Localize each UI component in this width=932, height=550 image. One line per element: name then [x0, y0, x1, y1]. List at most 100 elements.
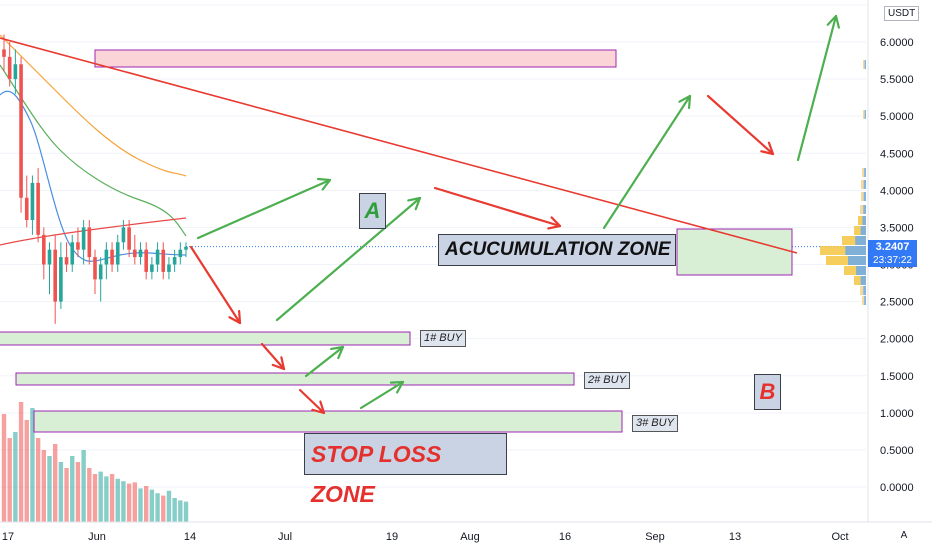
arrow-green-head: [330, 345, 345, 360]
candle-body: [121, 227, 126, 243]
y-tick-label: 0.0000: [880, 482, 914, 494]
volume-bar: [149, 489, 155, 522]
profile-bar: [858, 216, 866, 225]
profile-bar: [862, 296, 866, 305]
arrow-green: [602, 94, 692, 230]
volume-bar: [172, 498, 177, 522]
volume-profile: [820, 60, 866, 305]
x-tick-label: 19: [386, 531, 398, 543]
arrow-green-head: [316, 177, 332, 191]
profile-bar: [861, 180, 866, 189]
buy-3-label: 3# BUY: [632, 415, 678, 432]
candle-body: [81, 227, 86, 250]
current-price-tag: 3.2407: [868, 240, 917, 254]
candle-body: [161, 249, 166, 272]
volume-bar: [104, 476, 109, 522]
candle-body: [178, 249, 183, 258]
volume-bar: [115, 478, 120, 522]
profile-bar-inner: [864, 60, 866, 69]
candle-body: [133, 249, 137, 258]
y-tick-label: 5.5000: [880, 74, 914, 86]
candle-body: [167, 264, 171, 272]
volume-bar: [41, 450, 47, 522]
y-tick-label: 0.5000: [880, 445, 914, 457]
price-axis: 6.00005.50005.00004.50004.00003.50003.00…: [867, 0, 914, 522]
volume-bar: [109, 474, 115, 522]
profile-bar-inner: [848, 256, 866, 265]
candle-body: [47, 249, 52, 265]
candle-body: [19, 64, 23, 198]
volume-bar: [81, 450, 86, 522]
arrow-green: [796, 14, 838, 162]
volume-bar: [166, 490, 172, 522]
ma-green: [0, 64, 187, 237]
y-tick-label: 3.5000: [880, 222, 914, 234]
profile-bar-inner: [860, 276, 866, 285]
candle-body: [155, 249, 160, 265]
volume-bar: [47, 456, 52, 522]
profile-bar: [863, 60, 866, 69]
volume-bar: [70, 456, 75, 522]
candle-body: [93, 257, 97, 280]
arrow-red-head: [760, 141, 775, 156]
volume-bar: [24, 420, 29, 522]
candle-body: [53, 249, 57, 302]
y-tick-label: 4.5000: [880, 148, 914, 160]
candle-body: [87, 227, 92, 258]
buy-2-label: 2# BUY: [584, 372, 630, 389]
candles: [2, 34, 188, 324]
arrow-red: [706, 94, 775, 156]
volume-bar: [1, 414, 7, 522]
arrow-green: [275, 196, 422, 322]
profile-bar-inner: [860, 226, 866, 235]
profile-bar: [854, 276, 866, 285]
profile-bar: [854, 226, 866, 235]
volume-bar: [161, 495, 166, 522]
arrow-green-head: [678, 94, 692, 110]
moving-averages: [0, 34, 187, 262]
candle-body: [13, 64, 18, 80]
profile-bar-inner: [856, 266, 866, 275]
volume-bar: [35, 438, 41, 522]
candle-body: [24, 197, 29, 220]
candle-body: [110, 249, 114, 265]
volume-bar: [52, 444, 58, 522]
auto-scale-button[interactable]: A: [900, 530, 908, 541]
candle-body: [150, 264, 154, 272]
candle-body: [98, 264, 103, 280]
y-tick-label: 2.0000: [880, 334, 914, 346]
profile-bar: [860, 286, 866, 295]
resistance-zone: [94, 49, 617, 68]
profile-bar: [826, 256, 866, 265]
arrows-layer: [189, 14, 840, 415]
x-tick-label: Jul: [278, 531, 292, 543]
profile-bar-inner: [863, 192, 866, 201]
arrow-red-head: [271, 356, 286, 371]
label-b: B: [754, 374, 781, 410]
x-tick-label: Sep: [645, 531, 665, 543]
profile-bar: [844, 266, 866, 275]
x-tick-label: 16: [559, 531, 571, 543]
candle-body: [64, 257, 69, 265]
candle-body: [144, 249, 148, 272]
arrow-green: [359, 380, 405, 410]
candle-body: [76, 242, 80, 250]
countdown-tag: 23:37:22: [868, 254, 917, 267]
currency-label[interactable]: USDT: [884, 6, 920, 21]
label-a: A: [359, 193, 386, 229]
x-tick-label: 14: [184, 531, 196, 543]
profile-bar: [820, 246, 866, 255]
candle-body: [138, 249, 143, 258]
x-tick-label: 13: [729, 531, 741, 543]
volume-bar: [183, 501, 189, 522]
volume-bar: [126, 483, 132, 522]
arrow-red-head: [311, 400, 326, 415]
profile-bar-inner: [862, 216, 866, 225]
candle-body: [115, 242, 120, 265]
arrow-red-head: [228, 309, 242, 325]
volume-bar: [155, 493, 160, 522]
volume-bar: [92, 474, 98, 522]
ma-blue: [0, 90, 187, 262]
profile-bar: [861, 192, 866, 201]
profile-bar-inner: [863, 180, 866, 189]
